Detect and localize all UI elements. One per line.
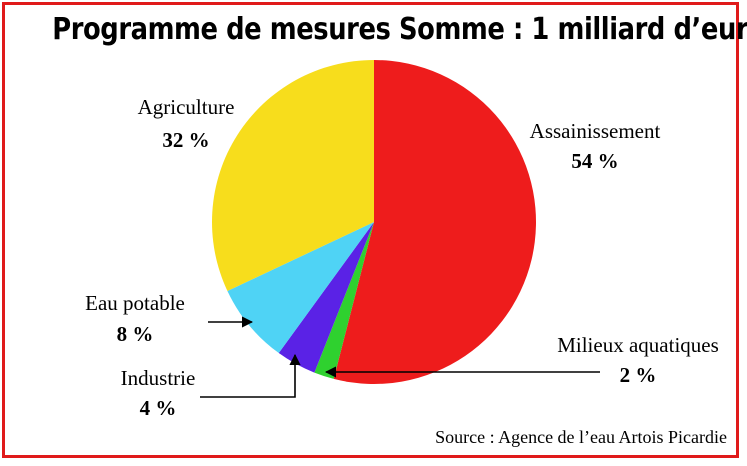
value-milieux-aquatiques: 2 % <box>620 363 657 387</box>
pie-slice-eau-potable <box>227 222 374 354</box>
pie-slice-agriculture <box>211 60 374 291</box>
pie-slice-milieux-aquatiques <box>314 222 374 379</box>
label-eau-potable: Eau potable <box>85 291 185 315</box>
arrow-industrie <box>200 353 301 398</box>
value-industrie: 4 % <box>140 396 177 420</box>
value-agriculture: 32 % <box>162 128 209 152</box>
label-milieux-aquatiques: Milieux aquatiques <box>557 333 719 357</box>
pie-slice-assainissement <box>333 60 536 384</box>
pie-slices <box>211 60 536 384</box>
label-agriculture: Agriculture <box>138 95 235 119</box>
value-eau-potable: 8 % <box>117 322 154 346</box>
pie-slice-industrie <box>278 222 374 373</box>
label-assainissement: Assainissement <box>530 119 661 143</box>
value-assainissement: 54 % <box>571 149 618 173</box>
label-industrie: Industrie <box>121 366 196 390</box>
chart-title: Programme de mesures Somme : 1 milliard … <box>52 12 747 47</box>
chart-source: Source : Agence de l’eau Artois Picardie <box>435 427 727 447</box>
